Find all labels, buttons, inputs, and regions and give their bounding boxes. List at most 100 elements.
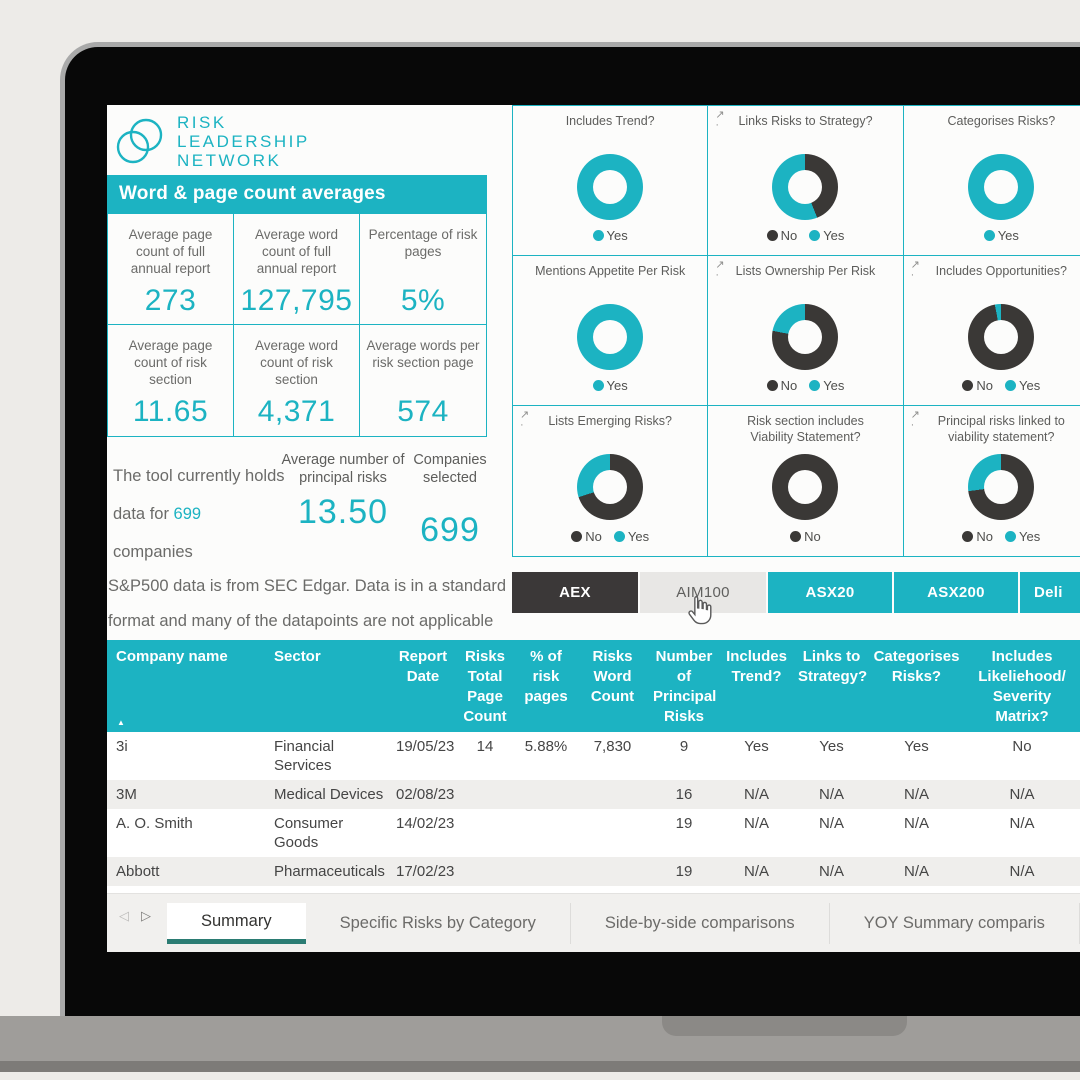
legend-item: No [571, 529, 602, 544]
donut-ring[interactable] [772, 153, 839, 220]
tab-summary[interactable]: Summary [167, 903, 306, 944]
table-cell: 19 [675, 863, 693, 880]
stat-label: Average number of principal risks [281, 452, 405, 486]
stat-value: 699 [420, 511, 480, 549]
stat-card: Average words per risk section page 574 [360, 325, 486, 436]
table-row[interactable]: 3i Financial Services 19/05/23 14 5.88% 7,830… [107, 732, 1080, 780]
button-label: ASX20 [805, 584, 855, 601]
donut-ring[interactable] [968, 153, 1035, 220]
donut-hole [984, 319, 1019, 354]
table-cell: 7,830 [593, 738, 632, 755]
principal-risks-stat: Average number of principal risks 13.50 [279, 451, 407, 532]
table-cell [454, 861, 516, 882]
donut-ring[interactable] [772, 303, 839, 370]
legend-dot-icon [962, 380, 974, 391]
stat-value: 127,795 [240, 284, 353, 317]
stat-value: 574 [397, 395, 449, 428]
legend-dot-icon [1005, 531, 1017, 542]
column-header-links-to-strategy[interactable]: Links to Strategy? [798, 648, 868, 685]
column-header-number-principal-risks[interactable]: Number of Principal Risks [653, 648, 717, 725]
table-cell: N/A [818, 863, 844, 880]
table-cell: N/A [719, 890, 794, 893]
legend-label: Yes [823, 228, 845, 243]
table-cell: N/A [903, 863, 929, 880]
column-header-risks-word-count[interactable]: Risks Word Count [590, 648, 635, 705]
table-row[interactable]: A. O. Smith Consumer Goods 14/02/23 19 N/A N/… [107, 809, 1080, 857]
button-label: AIM100 [676, 584, 730, 601]
donut-legend: Yes [983, 228, 1019, 243]
donut-chart-title: Includes Trend? [565, 114, 655, 128]
table-cell [576, 861, 649, 882]
legend-item: No [766, 228, 797, 243]
donut-legend: No Yes [766, 378, 844, 393]
column-header-company-name[interactable]: Company name [116, 648, 228, 665]
tabs-scroll-left-icon[interactable]: ◁ [119, 908, 129, 923]
drill-arrow-icon: ↗ · [910, 409, 920, 431]
table-cell [454, 784, 516, 805]
column-header-categorises-risks[interactable]: Categorises Risks? [873, 648, 960, 685]
legend-item: Yes [809, 228, 844, 243]
column-header-sector[interactable]: Sector [274, 648, 321, 665]
tabs-scroll-right-icon[interactable]: ▷ [141, 908, 151, 923]
donut-legend: No Yes [962, 378, 1040, 393]
donut-ring[interactable] [577, 153, 644, 220]
stat-label: Average words per risk section page [366, 338, 480, 370]
footnote-line: format and many of the datapoints are no… [108, 612, 494, 630]
donut-ring[interactable] [968, 303, 1035, 370]
table-cell: Yes [819, 738, 844, 755]
index-filter-button-aex[interactable]: AEX [512, 572, 638, 613]
table-cell: Pharmaceuticals [265, 890, 392, 893]
drill-arrow-icon: ↗ · [520, 409, 530, 431]
index-filter-button-deli[interactable]: Deli [1020, 572, 1080, 613]
legend-item: Yes [1005, 378, 1040, 393]
donut-chart-cell: ↗ · Lists Ownership Per Risk No Yes [708, 256, 904, 406]
legend-label: Yes [1019, 529, 1041, 544]
donut-wrap [577, 445, 644, 529]
brand-logo: RISK LEADERSHIP NETWORK [113, 113, 310, 170]
table-row[interactable]: AbbViePharmaceuticals17/02/2330N/AN/AN/A… [107, 886, 1080, 893]
tab-side-by-side-comparisons[interactable]: Side-by-side comparisons [571, 903, 830, 944]
donut-legend: No Yes [766, 228, 844, 243]
donut-wrap [968, 295, 1035, 378]
table-cell: N/A [903, 815, 929, 832]
column-header-report-date[interactable]: Report Date [398, 648, 448, 685]
legend-dot-icon [592, 380, 604, 391]
table-row[interactable]: 3M Medical Devices 02/08/23 16 N/A N/A N/A N/A [107, 780, 1080, 809]
legend-item: No [962, 529, 993, 544]
column-header-includes-trend[interactable]: Includes Trend? [726, 648, 787, 685]
stat-value: 11.65 [132, 395, 209, 428]
legend-label: Yes [606, 378, 628, 393]
sort-ascending-icon[interactable]: ▲ [117, 718, 125, 727]
donut-ring[interactable] [577, 454, 644, 520]
legend-label: No [780, 378, 798, 393]
legend-dot-icon [766, 380, 778, 391]
table-cell [516, 813, 576, 853]
donut-hole [593, 470, 628, 504]
donut-legend: Yes [592, 228, 628, 243]
column-header-pct-risk-pages[interactable]: % of risk pages [524, 648, 568, 705]
tab-specific-risks-by-category[interactable]: Specific Risks by Category [306, 903, 571, 944]
donut-ring[interactable] [968, 454, 1035, 520]
table-cell: N/A [743, 863, 769, 880]
donut-ring[interactable] [577, 303, 644, 370]
donut-chart-cell: ↗ · Principal risks linked to viability st… [904, 406, 1080, 556]
stat-card: Average page count of full annual report… [108, 214, 234, 325]
column-header-includes-likeliehood-severity-matrix[interactable]: Includes Likeliehood/ Severity Matrix? [978, 648, 1066, 725]
index-filter-button-asx20[interactable]: ASX20 [768, 572, 892, 613]
table-row[interactable]: Abbott Pharmaceuticals 17/02/23 19 N/A N/A N/A… [107, 857, 1080, 886]
table-cell: N/A [903, 786, 929, 803]
button-label: ASX200 [927, 584, 985, 601]
legend-label: No [976, 529, 994, 544]
table-cell [576, 784, 649, 805]
donut-ring[interactable] [772, 454, 839, 520]
legend-dot-icon [766, 230, 778, 241]
donut-hole [788, 470, 823, 504]
table-cell: Medical Devices [274, 786, 384, 803]
tab-yoy-summary-comparis[interactable]: YOY Summary comparis [830, 903, 1080, 944]
table-header: Company name Sector Report Date Risks To… [107, 640, 1080, 732]
legend-item: Yes [1005, 529, 1040, 544]
table-cell: 14/02/23 [396, 815, 455, 832]
stat-value: 13.50 [297, 493, 389, 531]
column-header-risks-total-page-count[interactable]: Risks Total Page Count [463, 648, 507, 725]
index-filter-button-asx200[interactable]: ASX200 [894, 572, 1018, 613]
